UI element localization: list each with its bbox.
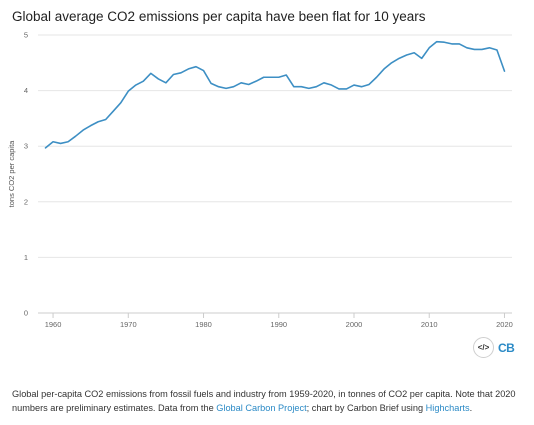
- global-carbon-project-link[interactable]: Global Carbon Project: [216, 402, 307, 413]
- caption-text-2: ; chart by Carbon Brief using: [306, 402, 426, 413]
- y-tick-label: 0: [24, 309, 28, 318]
- y-tick-label: 2: [24, 197, 28, 206]
- caption-text-1: Global per-capita CO2 emissions from fos…: [12, 389, 516, 413]
- carbon-brief-logo[interactable]: CB: [498, 340, 515, 355]
- y-tick-label: 4: [24, 86, 28, 95]
- chart-caption: Global per-capita CO2 emissions from fos…: [12, 388, 527, 415]
- x-tick-label: 1960: [45, 320, 62, 329]
- caption-text-3: .: [469, 402, 473, 413]
- logo-area: </> CB: [473, 337, 515, 358]
- x-tick-label: 1980: [195, 320, 212, 329]
- series-line: [44, 40, 506, 149]
- x-tick-label: 2000: [346, 320, 363, 329]
- y-tick-label: 1: [24, 253, 28, 262]
- highcharts-link[interactable]: Highcharts: [425, 402, 470, 413]
- x-tick-label: 1990: [270, 320, 287, 329]
- y-tick-label: 3: [24, 142, 28, 151]
- x-tick-label: 2020: [496, 320, 513, 329]
- line-chart: 0 1 2 3 4 5 1960 1970 1980 1990 2000 2010 2020 tons…: [7, 31, 513, 330]
- x-tick-label: 1970: [120, 320, 137, 329]
- x-tick-label: 2010: [421, 320, 438, 329]
- y-axis-ticks: 0 1 2 3 4 5: [24, 31, 28, 318]
- y-tick-label: 5: [24, 31, 28, 40]
- embed-code-icon[interactable]: </>: [473, 337, 494, 358]
- y-axis-label: tons CO2 per capita: [7, 140, 16, 208]
- grid-lines: [38, 34, 512, 258]
- chart-title: Global average CO2 emissions per capita …: [12, 9, 426, 24]
- x-axis-ticks: 1960 1970 1980 1990 2000 2010 2020: [45, 313, 513, 329]
